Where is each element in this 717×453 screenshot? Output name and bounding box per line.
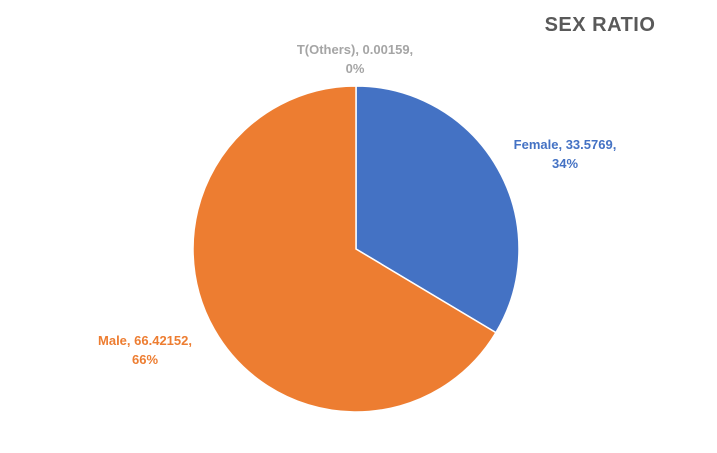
pie-slice-female [355, 85, 520, 334]
data-label-female-line2: 34% [551, 156, 579, 171]
data-label-others-line1: T(Others), 0.00159, [296, 42, 414, 57]
data-label-female: Female, 33.5769, 34% [490, 135, 640, 173]
data-label-male: Male, 66.42152, 66% [60, 331, 230, 369]
chart-title: SEX RATIO [544, 14, 656, 36]
data-label-others: T(Others), 0.00159, 0% [255, 40, 455, 78]
data-label-male-line1: Male, 66.42152, [98, 333, 192, 348]
pie-slice-male [192, 85, 497, 413]
data-label-others-line2: 0% [345, 61, 365, 76]
data-label-female-line1: Female, 33.5769, [513, 137, 617, 152]
data-label-male-line2: 66% [131, 352, 159, 367]
